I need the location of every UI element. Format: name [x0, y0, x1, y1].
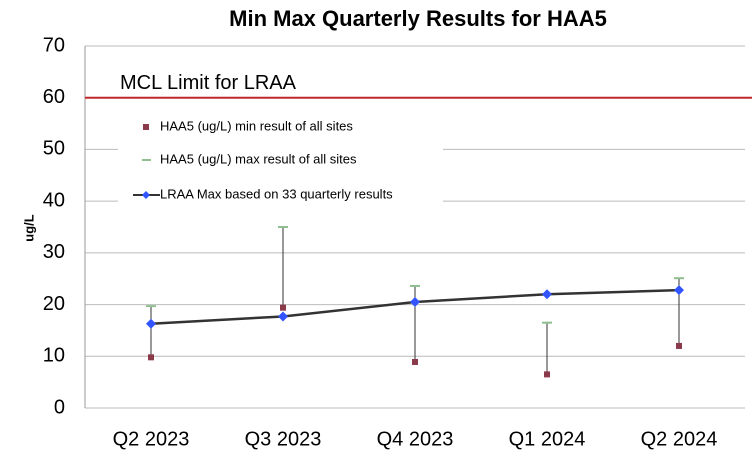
- min-marker: [148, 354, 154, 361]
- y-tick-label: 40: [43, 189, 65, 211]
- mcl-label: MCL Limit for LRAA: [120, 72, 297, 94]
- chart-title: Min Max Quarterly Results for HAA5: [229, 6, 607, 31]
- legend-marker: [142, 191, 150, 199]
- legend-label: LRAA Max based on 33 quarterly results: [160, 186, 393, 201]
- min-marker: [280, 304, 286, 311]
- x-tick-label: Q3 2023: [245, 428, 322, 450]
- lraa-marker: [674, 285, 684, 296]
- y-tick-label: 60: [43, 86, 65, 108]
- y-tick-label: 50: [43, 138, 65, 160]
- legend-marker: [143, 124, 149, 130]
- y-tick-label: 20: [43, 293, 65, 315]
- lraa-marker: [146, 318, 156, 329]
- legend-label: HAA5 (ug/L) max result of all sites: [160, 151, 357, 166]
- min-marker: [544, 371, 550, 378]
- y-tick-label: 70: [43, 34, 65, 56]
- y-tick-label: 0: [54, 396, 65, 418]
- y-axis-label: ug/L: [21, 214, 36, 241]
- y-tick-label: 30: [43, 241, 65, 263]
- min-marker: [412, 358, 418, 365]
- x-tick-label: Q2 2024: [641, 428, 718, 450]
- y-tick-label: 10: [43, 345, 65, 367]
- x-tick-label: Q1 2024: [509, 428, 586, 450]
- lraa-marker: [542, 289, 552, 300]
- x-tick-label: Q2 2023: [113, 428, 190, 450]
- min-marker: [676, 342, 682, 349]
- x-tick-label: Q4 2023: [377, 428, 454, 450]
- legend-box: [118, 108, 443, 216]
- lraa-marker: [278, 311, 288, 322]
- legend-label: HAA5 (ug/L) min result of all sites: [160, 118, 353, 133]
- lraa-marker: [410, 296, 420, 307]
